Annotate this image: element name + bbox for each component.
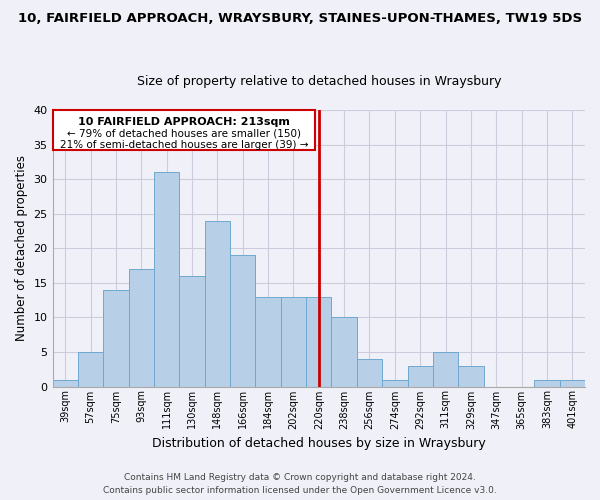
Bar bbox=[78, 352, 103, 386]
Text: ← 79% of detached houses are smaller (150): ← 79% of detached houses are smaller (15… bbox=[67, 128, 301, 138]
Bar bbox=[560, 380, 585, 386]
Bar bbox=[382, 380, 407, 386]
Bar bbox=[103, 290, 128, 386]
Bar bbox=[458, 366, 484, 386]
Bar bbox=[534, 380, 560, 386]
Bar bbox=[331, 318, 357, 386]
Y-axis label: Number of detached properties: Number of detached properties bbox=[15, 156, 28, 342]
Bar bbox=[306, 296, 331, 386]
X-axis label: Distribution of detached houses by size in Wraysbury: Distribution of detached houses by size … bbox=[152, 437, 485, 450]
Bar bbox=[128, 269, 154, 386]
Bar bbox=[205, 220, 230, 386]
Bar bbox=[154, 172, 179, 386]
Bar bbox=[256, 296, 281, 386]
Text: 10, FAIRFIELD APPROACH, WRAYSBURY, STAINES-UPON-THAMES, TW19 5DS: 10, FAIRFIELD APPROACH, WRAYSBURY, STAIN… bbox=[18, 12, 582, 26]
Bar bbox=[407, 366, 433, 386]
Bar bbox=[230, 255, 256, 386]
FancyBboxPatch shape bbox=[53, 110, 315, 150]
Text: Contains HM Land Registry data © Crown copyright and database right 2024.
Contai: Contains HM Land Registry data © Crown c… bbox=[103, 473, 497, 495]
Bar bbox=[179, 276, 205, 386]
Bar bbox=[281, 296, 306, 386]
Bar bbox=[357, 359, 382, 386]
Bar bbox=[433, 352, 458, 386]
Text: 21% of semi-detached houses are larger (39) →: 21% of semi-detached houses are larger (… bbox=[59, 140, 308, 150]
Text: 10 FAIRFIELD APPROACH: 213sqm: 10 FAIRFIELD APPROACH: 213sqm bbox=[78, 117, 290, 127]
Bar bbox=[53, 380, 78, 386]
Title: Size of property relative to detached houses in Wraysbury: Size of property relative to detached ho… bbox=[137, 75, 501, 88]
